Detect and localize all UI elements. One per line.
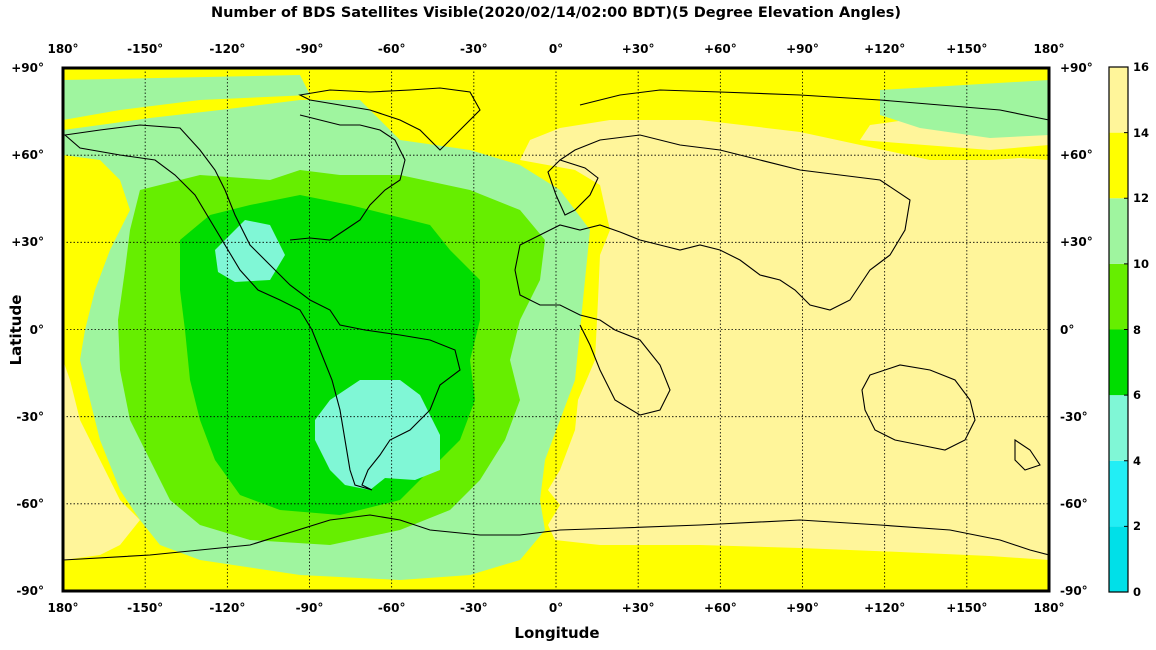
lat-tick-left: 0°: [29, 322, 44, 337]
lon-tick-bottom: +90°: [786, 601, 819, 615]
lon-tick-bottom: -120°: [209, 601, 246, 615]
colorbar-tick-label: 0: [1133, 585, 1142, 599]
lat-tick-left: -90°: [16, 584, 44, 598]
lat-tick-right: -30°: [1060, 409, 1088, 424]
lon-tick-top: -90°: [295, 42, 324, 56]
lon-tick-bottom: 180°: [47, 601, 79, 615]
lat-tick-right: +30°: [1060, 235, 1093, 250]
colorbar-bin: [1109, 263, 1128, 330]
chart-title: Number of BDS Satellites Visible(2020/02…: [210, 5, 902, 21]
colorbar-bin: [1109, 395, 1128, 461]
lon-tick-top: +30°: [621, 42, 655, 56]
lon-tick-top: -150°: [127, 42, 164, 56]
colorbar-bin: [1109, 460, 1128, 527]
region-mexico-aqua: [215, 220, 285, 282]
lon-tick-bottom: -90°: [295, 601, 324, 615]
lat-tick-right: 0°: [1060, 322, 1075, 337]
lon-tick-bottom: 0°: [548, 601, 564, 615]
colorbar-tick-label: 4: [1133, 453, 1142, 468]
lat-tick-right: -60°: [1060, 496, 1088, 511]
colorbar-tick-label: 8: [1133, 322, 1142, 337]
colorbar: [1109, 66, 1128, 593]
colorbar-bin: [1109, 132, 1128, 199]
y-axis-label: Latitude: [7, 294, 25, 366]
lon-tick-top: -120°: [209, 42, 246, 56]
lat-tick-left: +60°: [11, 148, 44, 163]
lon-tick-bottom: -30°: [459, 601, 488, 615]
lon-tick-top: 180°: [1033, 42, 1065, 56]
colorbar-tick-label: 16: [1133, 60, 1150, 74]
lon-tick-bottom: -150°: [127, 601, 164, 615]
lon-tick-top: +150°: [946, 42, 988, 56]
lat-tick-left: +90°: [11, 61, 44, 75]
lon-tick-top: +60°: [703, 42, 737, 56]
lat-tick-left: -60°: [16, 496, 44, 511]
x-axis-label: Longitude: [514, 624, 600, 642]
map-frame: [61, 66, 1051, 593]
colorbar-bin: [1109, 198, 1128, 264]
lon-tick-top: +90°: [786, 42, 819, 56]
lat-tick-right: +90°: [1060, 61, 1093, 75]
colorbar-tick-label: 14: [1133, 125, 1150, 140]
lon-tick-top: +120°: [864, 42, 906, 56]
lon-tick-bottom: +30°: [621, 601, 655, 615]
colorbar-bin: [1109, 526, 1128, 592]
colorbar-tick-label: 6: [1133, 388, 1142, 403]
region-arctic-green-2: [63, 75, 310, 120]
lon-tick-bottom: +60°: [703, 601, 737, 615]
coastlines: [63, 87, 1049, 561]
lat-tick-left: +30°: [11, 235, 44, 250]
lon-tick-bottom: +150°: [946, 601, 988, 615]
lon-tick-top: 0°: [548, 42, 564, 56]
colorbar-frame: [1108, 66, 1129, 593]
lon-tick-top: -30°: [459, 42, 488, 56]
colorbar-tick-label: 12: [1133, 191, 1150, 206]
lat-tick-left: -30°: [16, 409, 44, 424]
colorbar-bin: [1109, 67, 1128, 133]
lon-tick-bottom: -60°: [377, 601, 406, 615]
lon-tick-top: -60°: [377, 42, 406, 56]
lon-tick-bottom: +120°: [864, 601, 906, 615]
region-south-america-south: [315, 380, 440, 490]
lon-tick-bottom: 180°: [1033, 601, 1065, 615]
region-arctic-green: [880, 80, 1049, 138]
lat-tick-right: -90°: [1060, 584, 1088, 598]
colorbar-bin: [1109, 329, 1128, 396]
colorbar-tick-label: 2: [1133, 519, 1142, 534]
lat-tick-right: +60°: [1060, 148, 1093, 163]
lon-tick-top: 180°: [47, 42, 79, 56]
colorbar-tick-label: 10: [1133, 256, 1150, 271]
